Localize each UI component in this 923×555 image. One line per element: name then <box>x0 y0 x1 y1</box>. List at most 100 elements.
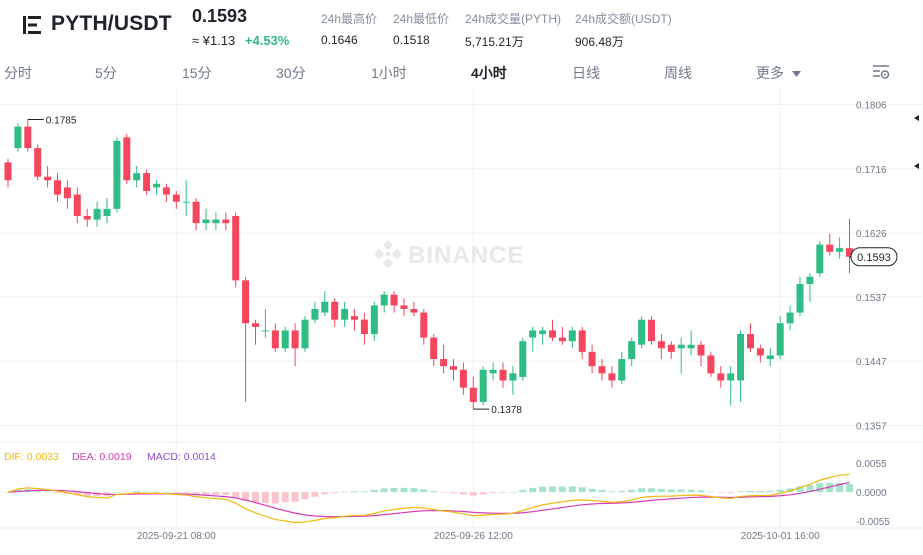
candle <box>509 366 517 395</box>
macd-bar <box>370 489 378 493</box>
tab-1w[interactable]: 周线 <box>664 65 692 81</box>
candle-body <box>321 301 329 313</box>
candle-body <box>133 173 141 181</box>
candle-body <box>153 183 160 188</box>
candle-body <box>410 308 418 313</box>
macd-bar <box>618 490 626 493</box>
macd-bar <box>271 492 279 504</box>
macd-bar <box>608 491 616 493</box>
stat-value: 906.48万 <box>575 35 624 49</box>
current-price-tag <box>850 247 898 267</box>
macd-bar <box>638 488 646 493</box>
tab-time-sharing[interactable]: 分时 <box>4 65 32 81</box>
candle <box>73 187 81 224</box>
macd-panel: DIF: 0.0033 DEA: 0.0019 MACD: 0.0014 0.0… <box>4 451 890 528</box>
price-tick-label: 0.1537 <box>856 293 887 304</box>
candle-body <box>34 148 42 177</box>
candle <box>420 308 428 345</box>
price-tick-label: 0.1626 <box>856 229 887 240</box>
chart-settings-icon[interactable] <box>871 63 891 81</box>
candle <box>321 291 329 317</box>
candle <box>598 359 606 381</box>
candle <box>14 123 22 152</box>
candle <box>667 341 675 360</box>
candle-body <box>4 162 12 181</box>
current-price-label: 0.1593 <box>857 252 891 264</box>
candle <box>252 319 259 345</box>
macd-bar <box>281 492 289 503</box>
macd-tick-label: 0.0055 <box>856 459 887 470</box>
candle <box>608 366 616 388</box>
stat-24h-high: 24h最高价 0.1646 <box>321 10 377 47</box>
candle-body <box>578 330 586 352</box>
candle <box>202 208 210 231</box>
candle <box>717 366 725 388</box>
candlestick-chart[interactable]: BINANCE 0.1785 0.1378 0.1593 0.1806 0.171… <box>0 88 923 555</box>
candle-body <box>14 126 22 149</box>
tab-1d[interactable]: 日线 <box>572 65 600 81</box>
candle <box>786 305 794 331</box>
tab-more[interactable]: 更多 <box>756 63 801 83</box>
tab-1h[interactable]: 1小时 <box>371 65 407 81</box>
candle <box>687 330 695 356</box>
candle-body <box>687 344 695 349</box>
price-tick-label: 0.1716 <box>856 165 887 176</box>
macd-bar <box>806 485 814 493</box>
watermark-text: BINANCE <box>408 242 524 269</box>
candle <box>410 301 418 317</box>
candle-body <box>123 137 131 181</box>
candle <box>727 366 735 406</box>
candle-body <box>806 276 814 284</box>
candle-body <box>83 216 91 220</box>
candle-body <box>182 201 190 203</box>
tab-15m[interactable]: 15分 <box>182 65 212 81</box>
candle <box>242 276 250 402</box>
candle <box>143 169 151 195</box>
axis-collapse-icon[interactable] <box>914 115 919 169</box>
candle <box>430 334 438 367</box>
candle-body <box>172 194 180 202</box>
macd-bar <box>143 491 151 493</box>
tab-30m[interactable]: 30分 <box>276 65 306 81</box>
candle-body <box>727 373 735 381</box>
price-tick-label: 0.1447 <box>856 357 887 368</box>
candle-body <box>489 369 497 374</box>
candle-body <box>400 305 408 309</box>
macd-bar <box>351 491 358 493</box>
macd-bar <box>212 492 220 495</box>
macd-bar <box>657 488 665 493</box>
candle-body <box>657 341 665 349</box>
candle-body <box>63 187 71 199</box>
candle-body <box>519 341 527 377</box>
candle-body <box>93 208 101 220</box>
candle <box>697 341 705 367</box>
stat-value: 5,715.21万 <box>465 35 524 49</box>
candle <box>232 212 240 288</box>
macd-bar <box>568 486 576 493</box>
macd-bar <box>509 492 517 493</box>
candle <box>459 362 467 395</box>
candle-body <box>222 219 230 224</box>
candle-body <box>826 244 834 252</box>
macd-bar <box>539 486 547 493</box>
candle <box>331 298 339 327</box>
candle-body <box>648 319 655 342</box>
tab-4h[interactable]: 4小时 <box>471 65 507 81</box>
stat-label: 24h最低价 <box>393 12 450 26</box>
candle-body <box>776 323 784 356</box>
candle-body <box>301 319 309 349</box>
macd-bar <box>766 491 774 493</box>
candle <box>806 273 814 302</box>
pair-title[interactable]: PYTH/USDT <box>51 12 172 35</box>
macd-bar <box>459 492 467 495</box>
tab-5m[interactable]: 5分 <box>95 65 117 81</box>
candle-body <box>370 305 378 335</box>
candle-body <box>707 355 715 374</box>
candle <box>450 359 457 381</box>
stat-label: 24h成交额(USDT) <box>575 12 672 26</box>
macd-bar <box>529 487 537 493</box>
candle-body <box>509 373 517 381</box>
candles <box>4 119 853 410</box>
candle-body <box>331 301 339 320</box>
candle <box>93 201 101 227</box>
